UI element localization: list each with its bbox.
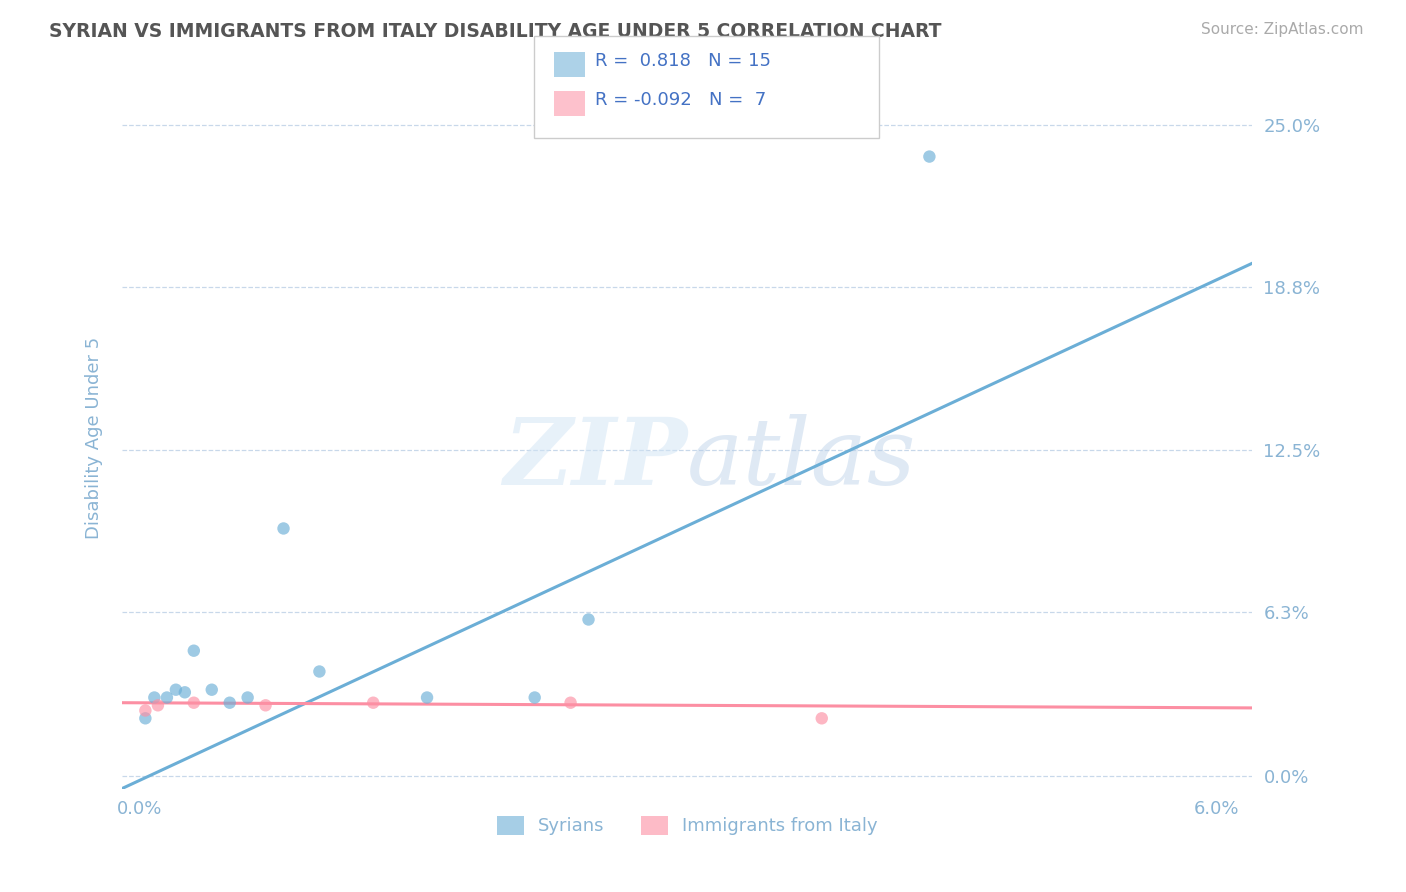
Point <box>173 685 195 699</box>
Point <box>918 150 941 164</box>
Point <box>810 711 832 725</box>
Point <box>134 711 156 725</box>
Point <box>308 665 330 679</box>
Point <box>236 690 259 705</box>
Point <box>183 643 205 657</box>
Text: atlas: atlas <box>688 414 917 503</box>
Text: R =  0.818   N = 15: R = 0.818 N = 15 <box>595 52 770 70</box>
Point <box>578 612 600 626</box>
Point <box>146 698 169 713</box>
Point <box>218 696 240 710</box>
Text: ZIP: ZIP <box>503 414 688 503</box>
Legend: Syrians, Immigrants from Italy: Syrians, Immigrants from Italy <box>489 809 884 843</box>
Point <box>201 682 224 697</box>
Text: R = -0.092   N =  7: R = -0.092 N = 7 <box>595 91 766 109</box>
Y-axis label: Disability Age Under 5: Disability Age Under 5 <box>86 336 103 539</box>
Point <box>183 696 205 710</box>
Text: Source: ZipAtlas.com: Source: ZipAtlas.com <box>1201 22 1364 37</box>
Point <box>156 690 179 705</box>
Point <box>416 690 439 705</box>
Point <box>134 704 156 718</box>
Point <box>254 698 277 713</box>
Point <box>143 690 166 705</box>
Point <box>523 690 546 705</box>
Point <box>560 696 582 710</box>
Point <box>361 696 384 710</box>
Point <box>273 521 295 535</box>
Point <box>165 682 187 697</box>
Text: SYRIAN VS IMMIGRANTS FROM ITALY DISABILITY AGE UNDER 5 CORRELATION CHART: SYRIAN VS IMMIGRANTS FROM ITALY DISABILI… <box>49 22 942 41</box>
